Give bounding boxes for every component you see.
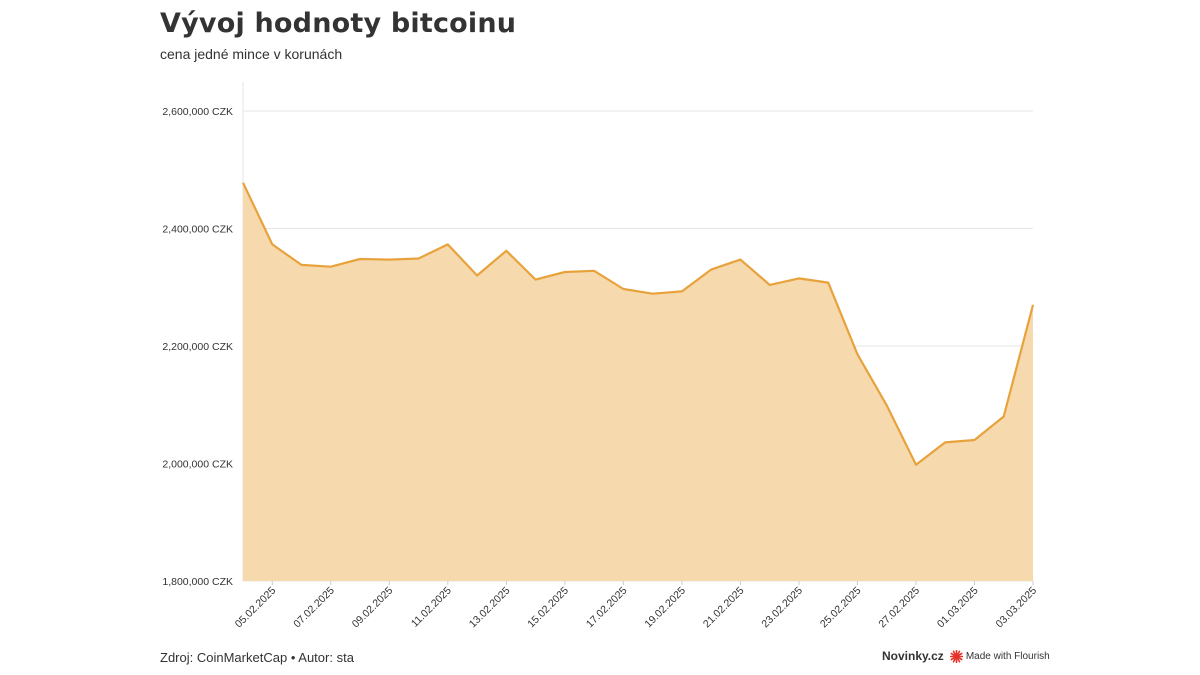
branding: Novinky.cz Made with Flourish — [882, 649, 1050, 663]
flourish-credit[interactable]: Made with Flourish — [949, 649, 1050, 663]
flourish-icon — [949, 649, 963, 663]
chart-subtitle: cena jedné mince v korunách — [160, 46, 343, 62]
x-tick-label: 19.02.2025 — [642, 585, 688, 631]
source-label: Zdroj: — [160, 650, 194, 665]
x-tick-label: 03.03.2025 — [993, 585, 1039, 631]
x-tick-label: 23.02.2025 — [759, 585, 805, 631]
flourish-center — [953, 653, 959, 659]
x-tick-label: 09.02.2025 — [350, 585, 396, 631]
series-line — [242, 182, 1035, 466]
y-tick-label: 2,000,000 CZK — [162, 459, 233, 471]
x-tick-label: 21.02.2025 — [701, 585, 747, 631]
x-tick-label: 27.02.2025 — [876, 585, 922, 631]
source-credit: Zdroj: CoinMarketCap • Autor: sta — [160, 650, 354, 665]
flourish-label: Made with Flourish — [965, 650, 1050, 662]
area-fill — [243, 182, 1033, 581]
x-tick-label: 25.02.2025 — [818, 585, 864, 631]
separator: • — [290, 650, 296, 665]
source-name: CoinMarketCap — [196, 650, 288, 665]
x-tick-label: 05.02.2025 — [233, 585, 279, 631]
author-name: sta — [336, 650, 354, 665]
y-tick-label: 2,200,000 CZK — [162, 341, 233, 353]
x-tick-label: 07.02.2025 — [291, 585, 337, 631]
x-tick-label: 17.02.2025 — [584, 585, 630, 631]
x-tick-label: 01.03.2025 — [935, 585, 981, 631]
author-label: Autor: — [298, 650, 333, 665]
x-tick-label: 13.02.2025 — [467, 585, 513, 631]
x-tick-label: 15.02.2025 — [525, 585, 571, 631]
x-tick-label: 11.02.2025 — [409, 585, 454, 630]
y-tick-label: 1,800,000 CZK — [162, 576, 233, 588]
brand-logo[interactable]: Novinky.cz — [882, 649, 944, 663]
y-tick-label: 2,600,000 CZK — [162, 106, 233, 118]
y-tick-label: 2,400,000 CZK — [162, 224, 233, 236]
chart-title: Vývoj hodnoty bitcoinu — [160, 8, 517, 39]
